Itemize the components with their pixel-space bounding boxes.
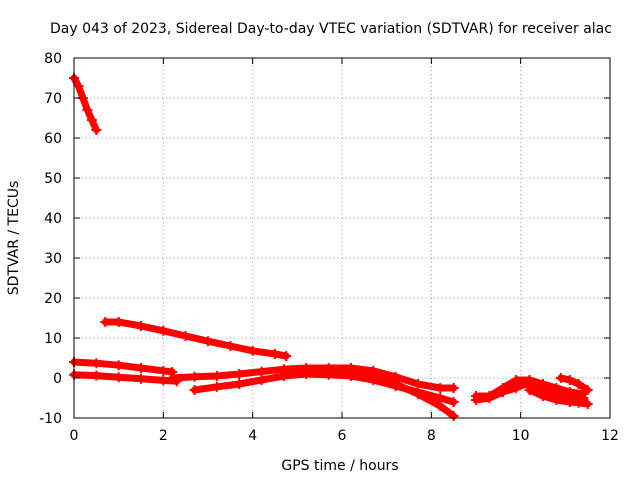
data-point-marker: [448, 383, 459, 393]
data-point-marker: [368, 371, 379, 381]
y-tick-label: 50: [44, 171, 62, 187]
data-point-marker: [270, 349, 280, 359]
data-point-marker: [225, 341, 236, 351]
data-point-marker: [247, 345, 258, 356]
y-tick-label: 20: [44, 291, 62, 307]
data-point-marker: [301, 365, 312, 375]
series-track-2: [100, 317, 292, 361]
x-tick-label: 8: [427, 428, 436, 444]
y-tick-label: 10: [44, 331, 62, 347]
y-tick-label: 40: [44, 211, 62, 227]
series-track-3: [69, 357, 178, 377]
x-tick-label: 2: [159, 428, 168, 444]
data-point-marker: [91, 370, 102, 381]
data-point-marker: [323, 365, 334, 375]
data-point-marker: [435, 383, 446, 393]
x-tick-label: 12: [601, 428, 619, 444]
data-point-marker: [158, 375, 169, 386]
data-point-marker: [234, 379, 245, 389]
data-point-marker: [91, 125, 102, 135]
y-tick-label: 30: [44, 251, 62, 267]
data-point-marker: [113, 372, 124, 383]
data-point-marker: [256, 375, 267, 385]
data-point-marker: [564, 397, 575, 407]
data-point-marker: [91, 358, 102, 369]
data-point-marker: [538, 391, 548, 401]
data-point-marker: [189, 371, 200, 382]
x-tick-label: 4: [248, 428, 257, 444]
chart-title: Day 043 of 2023, Sidereal Day-to-day VTE…: [50, 21, 612, 37]
data-point-marker: [573, 379, 584, 389]
y-tick-label: 80: [44, 51, 62, 67]
data-point-marker: [471, 391, 481, 401]
x-tick-label: 0: [70, 428, 79, 444]
data-point-marker: [211, 381, 222, 392]
data-point-marker: [158, 365, 169, 376]
data-point-marker: [86, 115, 97, 125]
data-point-marker: [573, 397, 584, 408]
x-tick-label: 6: [338, 428, 347, 444]
data-point-marker: [158, 325, 169, 336]
data-point-marker: [435, 401, 446, 411]
series-track-7: [301, 365, 459, 421]
data-point-marker: [73, 81, 84, 91]
data-point-marker: [511, 383, 522, 393]
data-point-marker: [256, 366, 267, 377]
data-point-marker: [136, 363, 146, 373]
data-point-marker: [564, 375, 575, 385]
data-point-marker: [412, 389, 423, 399]
data-point-marker: [448, 411, 459, 421]
data-point-marker: [524, 385, 535, 395]
data-point-marker: [278, 371, 289, 381]
x-axis-label: GPS time / hours: [281, 458, 398, 474]
x-tick-label: 10: [512, 428, 530, 444]
data-point-marker: [448, 397, 459, 407]
series-line: [101, 318, 290, 360]
data-point-marker: [113, 360, 124, 371]
data-point-marker: [582, 385, 593, 395]
data-point-marker: [82, 105, 93, 115]
data-point-marker: [136, 373, 146, 384]
data-point-marker: [100, 317, 111, 327]
data-point-marker: [113, 317, 124, 327]
data-point-marker: [211, 371, 222, 381]
y-tick-label: 70: [44, 91, 62, 107]
data-point-marker: [484, 391, 495, 401]
series-track-11: [555, 373, 593, 395]
data-point-marker: [167, 373, 178, 383]
data-point-marker: [555, 373, 566, 383]
data-point-marker: [136, 321, 146, 331]
data-point-marker: [234, 369, 245, 379]
data-point-marker: [390, 379, 401, 389]
data-point-marker: [497, 387, 508, 397]
y-tick-label: 0: [53, 371, 62, 387]
axis-ticks: 0 2 4 6 8 10 12 -10 0 10 20 30 40 50 60 70 80: [39, 51, 619, 444]
data-series: [69, 73, 593, 421]
data-point-marker: [203, 336, 213, 347]
data-point-marker: [345, 367, 356, 377]
y-tick-label: 60: [44, 131, 62, 147]
y-tick-label: -10: [39, 411, 62, 427]
y-axis-label: SDTVAR / TECUs: [6, 181, 22, 296]
data-point-marker: [281, 351, 292, 361]
data-point-marker: [551, 395, 562, 405]
data-point-marker: [189, 385, 200, 395]
data-point-marker: [180, 331, 191, 341]
data-point-marker: [582, 399, 593, 409]
series-track-12: [524, 385, 593, 409]
